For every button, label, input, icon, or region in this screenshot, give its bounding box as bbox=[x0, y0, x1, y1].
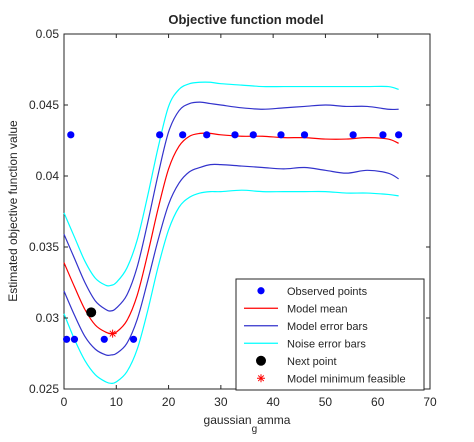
x-tick-label: 50 bbox=[319, 395, 333, 409]
legend-entry-next-point: Next point bbox=[256, 355, 337, 368]
markers bbox=[63, 131, 403, 343]
legend-entry-model-error-bars: Model error bars bbox=[244, 321, 368, 333]
observed-point-marker bbox=[179, 131, 187, 139]
model-minimum-marker bbox=[108, 329, 117, 338]
observed-point-marker bbox=[63, 335, 71, 343]
x-tick-label: 70 bbox=[423, 395, 437, 409]
x-axis-label-sub: g bbox=[252, 424, 258, 435]
observed-point-marker bbox=[67, 131, 75, 139]
curves bbox=[63, 81, 399, 384]
chart-title: Objective function model bbox=[168, 12, 323, 27]
x-tick-label: 0 bbox=[61, 395, 68, 409]
series-line-3 bbox=[63, 163, 399, 356]
legend-marker-swatch bbox=[257, 287, 265, 295]
legend-marker-swatch bbox=[256, 355, 266, 366]
observed-point-marker bbox=[70, 335, 79, 343]
observed-point-marker bbox=[203, 131, 211, 139]
next-point-marker bbox=[86, 307, 97, 318]
observed-point-marker bbox=[277, 131, 285, 139]
y-tick-label: 0.035 bbox=[29, 240, 59, 254]
legend-entry-noise-error-bars: Noise error bars bbox=[244, 338, 366, 350]
observed-point-marker bbox=[100, 335, 108, 343]
x-tick-label: 10 bbox=[110, 395, 124, 409]
observed-point-marker bbox=[129, 335, 138, 343]
observed-point-marker bbox=[249, 131, 257, 139]
x-tick-label: 30 bbox=[214, 395, 228, 409]
series-line-1 bbox=[63, 132, 399, 335]
observed-point-marker bbox=[231, 131, 239, 139]
legend-label: Model error bars bbox=[287, 321, 368, 333]
legend-label: Model minimum feasible bbox=[287, 373, 406, 385]
legend-label: Noise error bars bbox=[287, 338, 366, 350]
x-axis-label: gaussiangamma bbox=[204, 413, 291, 435]
y-tick-label: 0.05 bbox=[36, 27, 60, 41]
y-tick-label: 0.04 bbox=[36, 169, 60, 183]
y-axis: 0.025 0.03 0.035 0.04 0.045 0.05 bbox=[29, 27, 430, 396]
x-axis: 0 10 20 30 40 50 60 70 bbox=[61, 34, 437, 409]
legend-label: Observed points bbox=[287, 286, 368, 298]
legend-star-swatch bbox=[257, 374, 265, 383]
legend-entry-model-minimum-feasible: Model minimum feasible bbox=[257, 373, 406, 385]
observed-point-marker bbox=[349, 131, 357, 139]
x-tick-label: 40 bbox=[266, 395, 280, 409]
series-line-4 bbox=[63, 81, 399, 287]
y-tick-label: 0.03 bbox=[36, 311, 60, 325]
x-axis-label-tail: amma bbox=[257, 413, 291, 427]
y-tick-label: 0.045 bbox=[29, 98, 59, 112]
y-tick-label: 0.025 bbox=[29, 382, 59, 396]
legend-entry-model-mean: Model mean bbox=[244, 303, 348, 315]
y-axis-label: Estimated objective function value bbox=[6, 120, 20, 302]
series-line-5 bbox=[63, 189, 399, 384]
series-line-2 bbox=[63, 101, 399, 312]
x-axis-label-main: gaussian bbox=[204, 413, 252, 427]
observed-point-marker bbox=[156, 131, 164, 139]
legend-label: Model mean bbox=[287, 303, 348, 315]
observed-point-marker bbox=[300, 131, 309, 139]
x-tick-label: 60 bbox=[371, 395, 385, 409]
legend-box bbox=[235, 278, 425, 391]
observed-point-marker bbox=[379, 131, 387, 139]
legend-label: Next point bbox=[287, 356, 337, 368]
legend: Observed points Model mean Model error bar… bbox=[235, 278, 425, 391]
x-tick-label: 20 bbox=[162, 395, 176, 409]
observed-point-marker bbox=[395, 131, 403, 139]
legend-entry-observed-points: Observed points bbox=[257, 286, 368, 298]
